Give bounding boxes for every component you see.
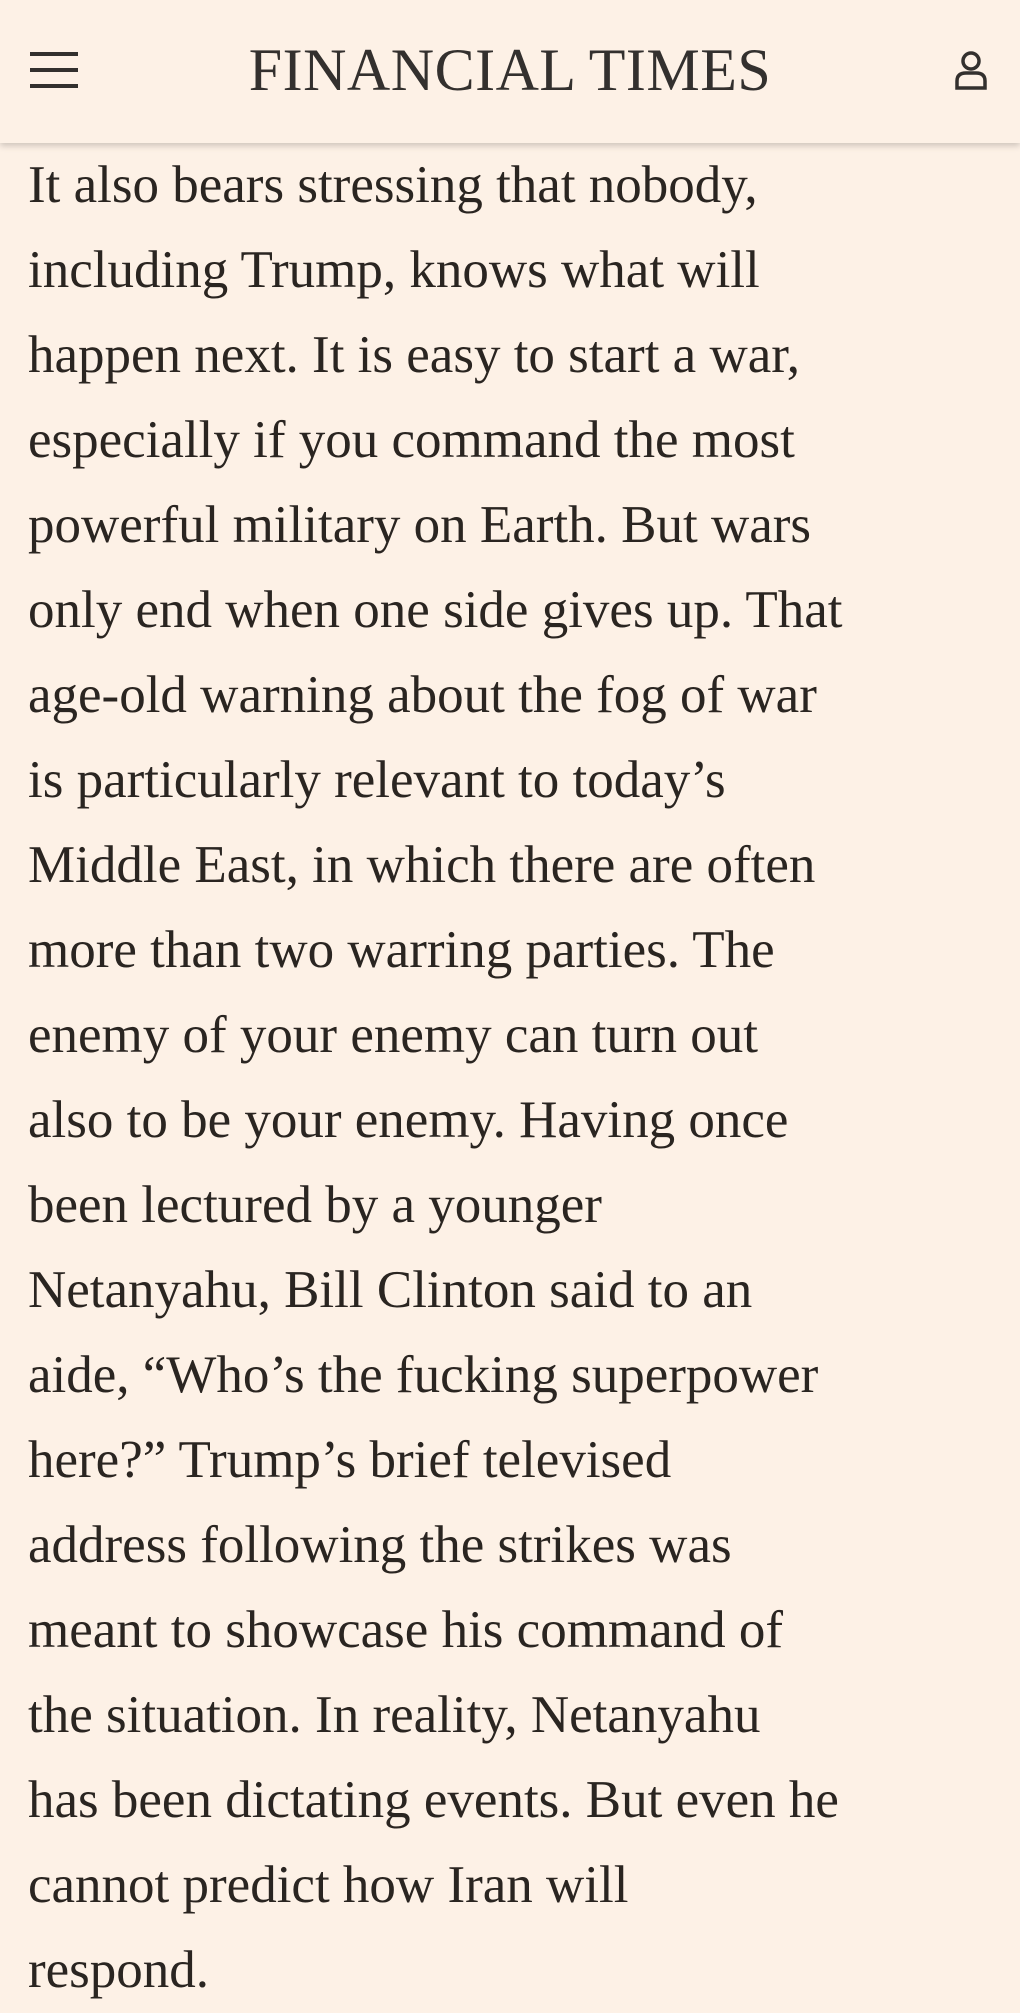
text-line: powerful military on Earth. But wars	[28, 496, 812, 554]
text-line: here?” Trump’s brief televised	[28, 1431, 672, 1489]
text-line: more than two warring parties. The	[28, 921, 775, 979]
text-line: also to be your enemy. Having once	[28, 1091, 789, 1149]
text-line: been lectured by a younger	[28, 1176, 602, 1234]
text-line: aide, “Who’s the fucking superpower	[28, 1346, 819, 1404]
top-bar: FINANCIAL TIMES	[0, 0, 1020, 143]
text-line: especially if you command the most	[28, 411, 795, 469]
text-line: Middle East, in which there are often	[28, 836, 816, 894]
text-line: age-old warning about the fog of war	[28, 666, 817, 724]
text-line: enemy of your enemy can turn out	[28, 1006, 758, 1064]
text-line: the situation. In reality, Netanyahu	[28, 1686, 761, 1744]
text-line: only end when one side gives up. That	[28, 581, 843, 639]
text-line: respond.	[28, 1941, 210, 1999]
text-line: has been dictating events. But even he	[28, 1771, 839, 1829]
text-line: Netanyahu, Bill Clinton said to an	[28, 1261, 753, 1319]
text-line: is particularly relevant to today’s	[28, 751, 726, 809]
masthead[interactable]: FINANCIAL TIMES	[248, 37, 772, 103]
text-line: cannot predict how Iran will	[28, 1856, 629, 1914]
account-button[interactable]	[954, 50, 988, 90]
text-line: meant to showcase his command of	[28, 1601, 784, 1659]
menu-button[interactable]	[30, 50, 78, 90]
text-line: It also bears stressing that nobody,	[28, 156, 758, 214]
text-line: address following the strikes was	[28, 1516, 732, 1574]
text-line: including Trump, knows what will	[28, 241, 760, 299]
text-line: happen next. It is easy to start a war,	[28, 326, 801, 384]
article-body: It also bears stressing that nobody, incl…	[28, 143, 1020, 2013]
